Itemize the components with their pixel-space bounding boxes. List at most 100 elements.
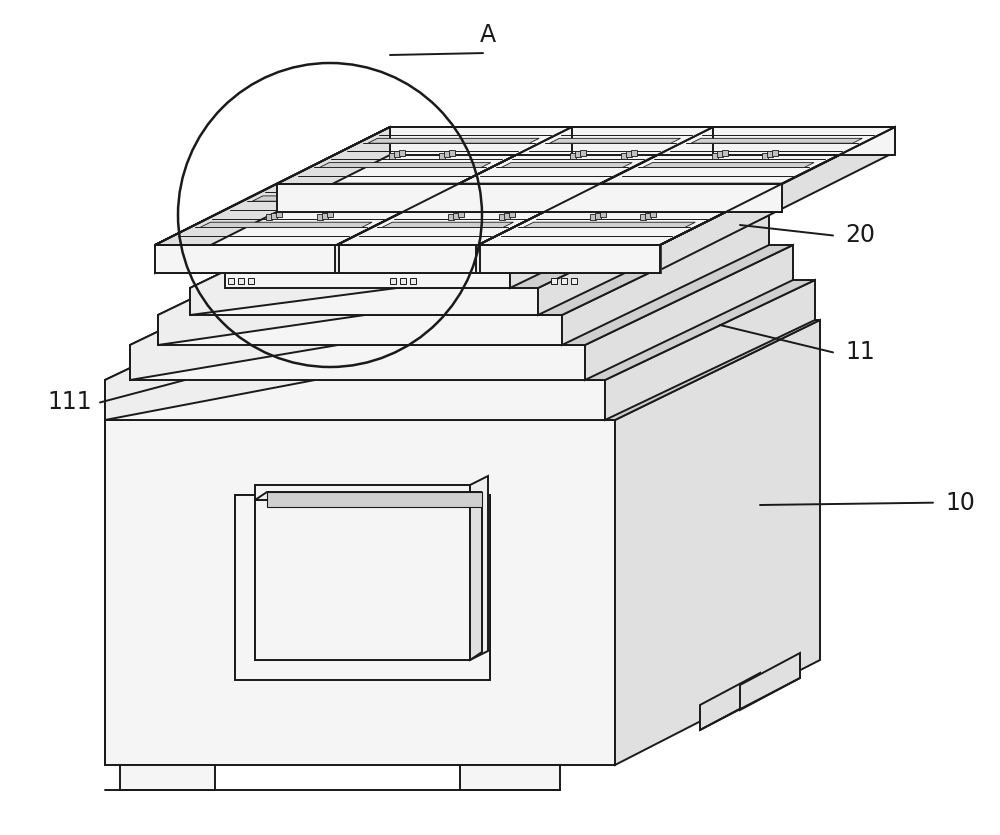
Polygon shape	[572, 127, 713, 155]
Bar	[448, 214, 454, 220]
Polygon shape	[600, 127, 895, 184]
Polygon shape	[155, 245, 660, 273]
Polygon shape	[158, 215, 769, 315]
Polygon shape	[235, 495, 490, 675]
Polygon shape	[277, 184, 782, 211]
Polygon shape	[190, 188, 397, 315]
Polygon shape	[600, 184, 782, 211]
Bar	[499, 214, 505, 220]
Bar	[453, 212, 459, 219]
Polygon shape	[459, 127, 713, 184]
Polygon shape	[252, 196, 424, 201]
Bar	[394, 151, 400, 157]
Polygon shape	[459, 184, 600, 211]
Polygon shape	[337, 245, 478, 273]
Polygon shape	[523, 222, 695, 227]
Bar	[717, 151, 723, 157]
Bar	[410, 278, 416, 284]
Polygon shape	[538, 188, 745, 315]
Bar	[626, 151, 632, 157]
Bar	[317, 214, 323, 220]
Text: A: A	[480, 23, 496, 47]
Bar	[399, 149, 405, 155]
Polygon shape	[190, 188, 745, 288]
Bar	[762, 153, 768, 159]
Polygon shape	[255, 505, 470, 660]
Polygon shape	[105, 280, 815, 380]
Text: 10: 10	[945, 491, 975, 514]
Polygon shape	[382, 222, 513, 227]
Polygon shape	[510, 165, 717, 288]
Bar	[276, 211, 282, 217]
Bar	[509, 211, 515, 217]
Bar	[621, 153, 627, 159]
Bar	[551, 278, 557, 284]
Bar	[400, 278, 406, 284]
Bar	[449, 149, 455, 155]
Bar	[640, 214, 646, 220]
Bar	[322, 212, 328, 219]
Bar	[767, 151, 773, 157]
Bar	[266, 214, 272, 220]
Polygon shape	[158, 215, 365, 345]
Polygon shape	[158, 315, 562, 345]
Bar	[504, 212, 510, 219]
Polygon shape	[255, 500, 470, 660]
Polygon shape	[105, 280, 315, 420]
Polygon shape	[337, 184, 600, 245]
Bar	[575, 151, 581, 157]
Polygon shape	[576, 196, 748, 201]
Polygon shape	[660, 245, 661, 273]
Polygon shape	[478, 245, 660, 273]
Polygon shape	[478, 184, 782, 245]
Polygon shape	[476, 245, 480, 273]
Polygon shape	[643, 163, 814, 168]
Polygon shape	[155, 127, 390, 273]
Bar	[439, 153, 445, 159]
Bar	[271, 212, 277, 219]
Polygon shape	[155, 245, 660, 270]
Polygon shape	[434, 196, 566, 201]
Polygon shape	[255, 632, 482, 638]
Polygon shape	[105, 380, 605, 420]
Polygon shape	[605, 280, 815, 420]
Bar	[238, 278, 244, 284]
Bar	[600, 211, 606, 217]
Polygon shape	[258, 642, 482, 655]
Polygon shape	[320, 163, 491, 168]
Bar	[389, 153, 395, 159]
Polygon shape	[368, 139, 539, 143]
Polygon shape	[190, 288, 538, 315]
Bar	[571, 278, 577, 284]
Polygon shape	[225, 165, 717, 265]
Bar	[228, 278, 234, 284]
Polygon shape	[105, 420, 615, 765]
Polygon shape	[277, 184, 459, 211]
Bar	[570, 153, 576, 159]
Bar	[390, 278, 396, 284]
Polygon shape	[700, 673, 760, 730]
Polygon shape	[155, 245, 156, 273]
Polygon shape	[200, 222, 372, 227]
Bar	[631, 149, 637, 155]
Polygon shape	[660, 127, 895, 270]
Polygon shape	[267, 492, 482, 507]
Polygon shape	[713, 127, 895, 155]
Polygon shape	[478, 245, 479, 273]
Text: 20: 20	[845, 224, 875, 247]
Polygon shape	[585, 245, 793, 380]
Bar	[772, 149, 778, 155]
Polygon shape	[501, 163, 632, 168]
Bar	[645, 212, 651, 219]
Text: 11: 11	[845, 341, 875, 364]
Polygon shape	[470, 492, 482, 660]
Polygon shape	[235, 495, 490, 680]
Bar	[561, 278, 567, 284]
Polygon shape	[337, 245, 338, 273]
Polygon shape	[277, 127, 572, 184]
Bar	[248, 278, 254, 284]
Bar	[444, 151, 450, 157]
Bar	[580, 149, 586, 155]
Polygon shape	[460, 765, 560, 790]
Polygon shape	[335, 245, 339, 273]
